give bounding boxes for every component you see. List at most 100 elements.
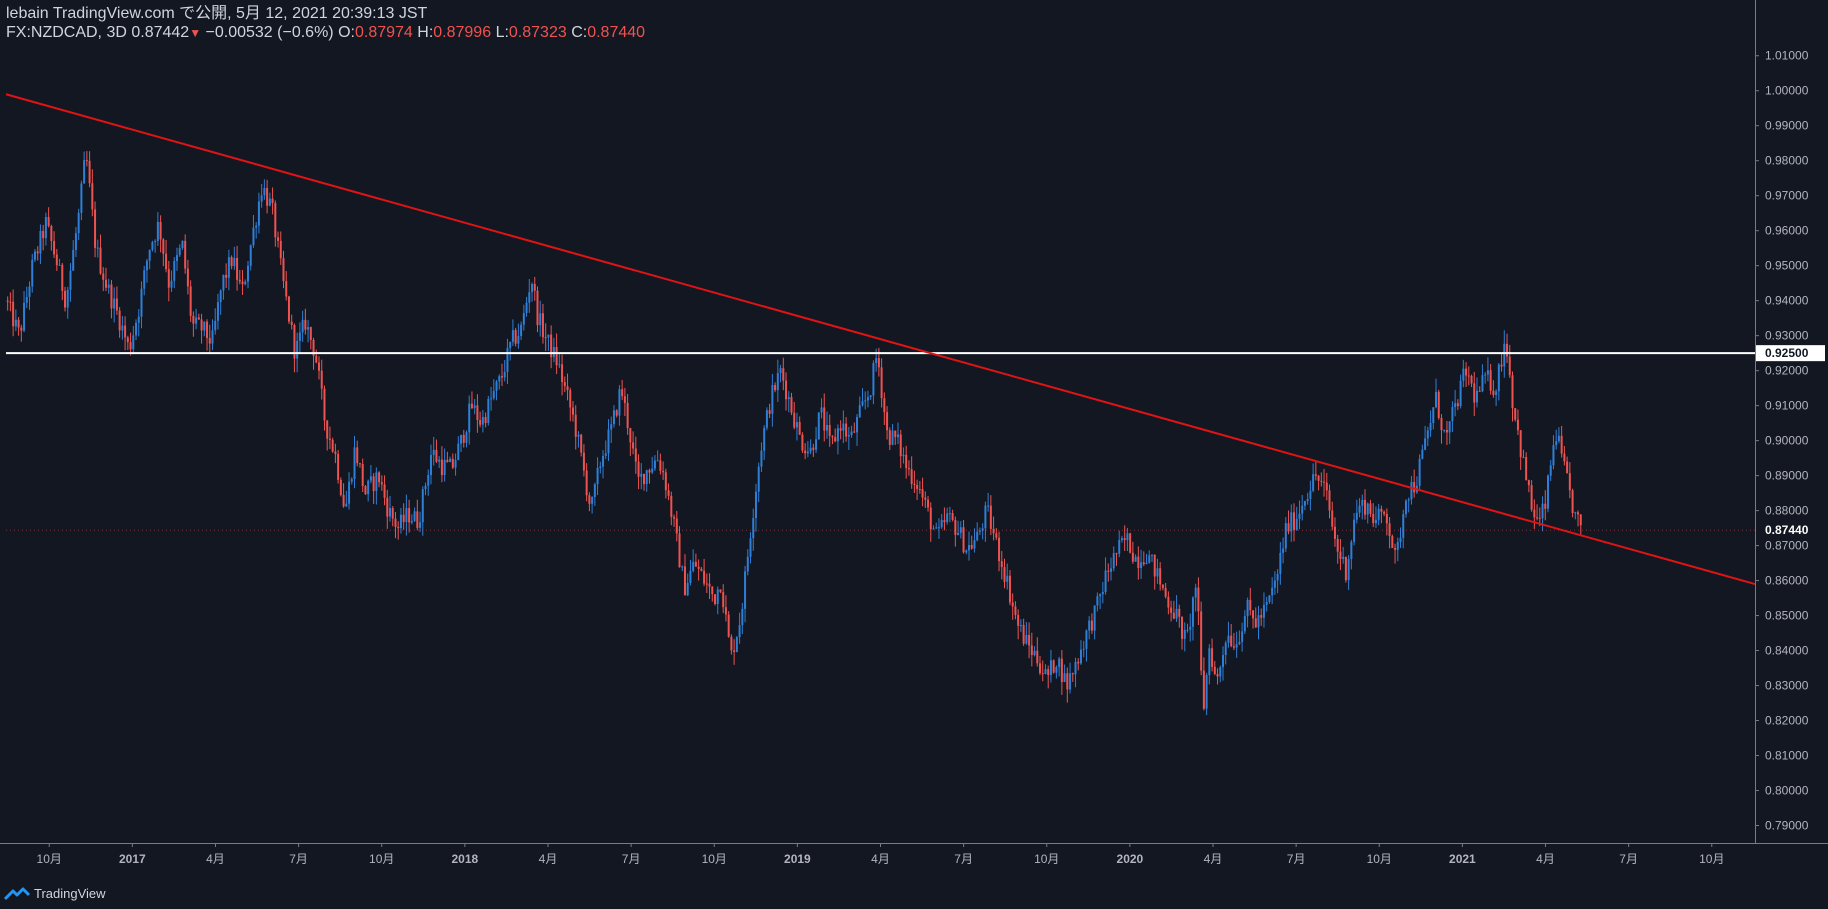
y-tick-label: 1.01000 [1765,49,1809,63]
candle-body [454,460,457,468]
candle-body [181,240,184,249]
candle-body [189,286,192,316]
candle-body [776,373,779,391]
y-tick-label: 0.88000 [1765,504,1809,518]
candle-body [1426,430,1429,439]
candle-body [282,258,285,282]
y-tick-label: 0.98000 [1765,154,1809,168]
x-tick-label: 4月 [1536,852,1555,866]
candle-body [883,398,886,413]
candle-body [432,449,435,455]
candle-body [1492,390,1495,395]
candle-body [839,428,842,431]
candle-body [744,571,747,609]
footer-brand[interactable]: TradingView [4,886,106,901]
candle-body [410,520,413,523]
candles-layer [6,151,1582,716]
candle-body [399,514,402,529]
candle-body [790,397,793,413]
candle-body [277,237,280,241]
candle-body [268,198,271,206]
candle-body [495,381,498,391]
candle-body [1544,503,1547,509]
close-label: C: [571,24,588,41]
candle-body [1025,634,1028,644]
candle-body [80,183,83,213]
candle-body [812,447,815,450]
candle-body [1227,635,1230,643]
candle-body [416,511,419,528]
candle-body [959,527,962,533]
candle-body [476,405,479,421]
candle-body [421,489,424,523]
candle-body [1129,533,1132,553]
candle-body [539,313,542,326]
trendline [5,93,1756,586]
candle-body [1287,523,1290,532]
candle-body [856,417,859,433]
candle-body [612,410,615,425]
candle-body [1394,548,1397,550]
y-tick-label: 0.99000 [1765,119,1809,133]
candle-body [118,310,121,331]
candle-body [257,201,260,226]
candle-body [1418,458,1421,486]
candle-body [173,261,176,281]
candle-body [752,518,755,539]
drawings-layer [5,93,1756,586]
candle-body [1183,629,1186,639]
candle-body [675,518,678,534]
low-value: 0.87323 [508,24,567,41]
candle-body [528,292,531,303]
candle-body [328,438,331,440]
y-tick-label: 0.95000 [1765,259,1809,273]
candle-body [536,290,539,326]
candle-body [1014,606,1017,616]
candle-body [976,531,979,541]
high-label: H: [417,24,434,41]
candle-body [711,586,714,595]
candle-body [948,513,951,515]
symbol-price: FX:NZDCAD, 3D 0.87442 [6,24,190,41]
candle-body [1052,660,1055,673]
candle-body [23,302,26,331]
candle-body [771,385,774,414]
candle-body [145,260,148,271]
candle-body [1126,533,1129,541]
candle-body [880,367,883,399]
candle-body [91,183,94,210]
candle-body [541,313,544,338]
candle-body [77,212,80,234]
candle-body [1325,482,1328,491]
candle-body [233,257,236,267]
candle-body [230,257,233,267]
candle-body [1164,587,1167,597]
candle-body [405,508,408,523]
candle-body [372,476,375,492]
candle-body [555,347,558,366]
candle-body [623,396,626,403]
candle-body [129,342,132,350]
candle-body [1241,631,1244,642]
y-tick-label: 0.87000 [1765,539,1809,553]
candle-body [159,221,162,240]
candle-body [875,358,878,364]
candle-body [1115,553,1118,555]
candle-body [1200,611,1203,671]
candle-body [1355,512,1358,520]
candle-body [984,505,987,529]
candle-body [853,431,856,433]
candle-body [135,322,138,336]
candle-body [823,407,826,431]
candle-body [17,319,20,328]
y-tick-label: 0.92000 [1765,364,1809,378]
candle-body [563,382,566,387]
candle-body [435,449,438,462]
candle-body [1486,370,1489,375]
candle-body [96,247,99,249]
candle-body [1074,661,1077,675]
candle-body [705,583,708,585]
candle-body [1085,630,1088,649]
candle-body [290,321,293,325]
